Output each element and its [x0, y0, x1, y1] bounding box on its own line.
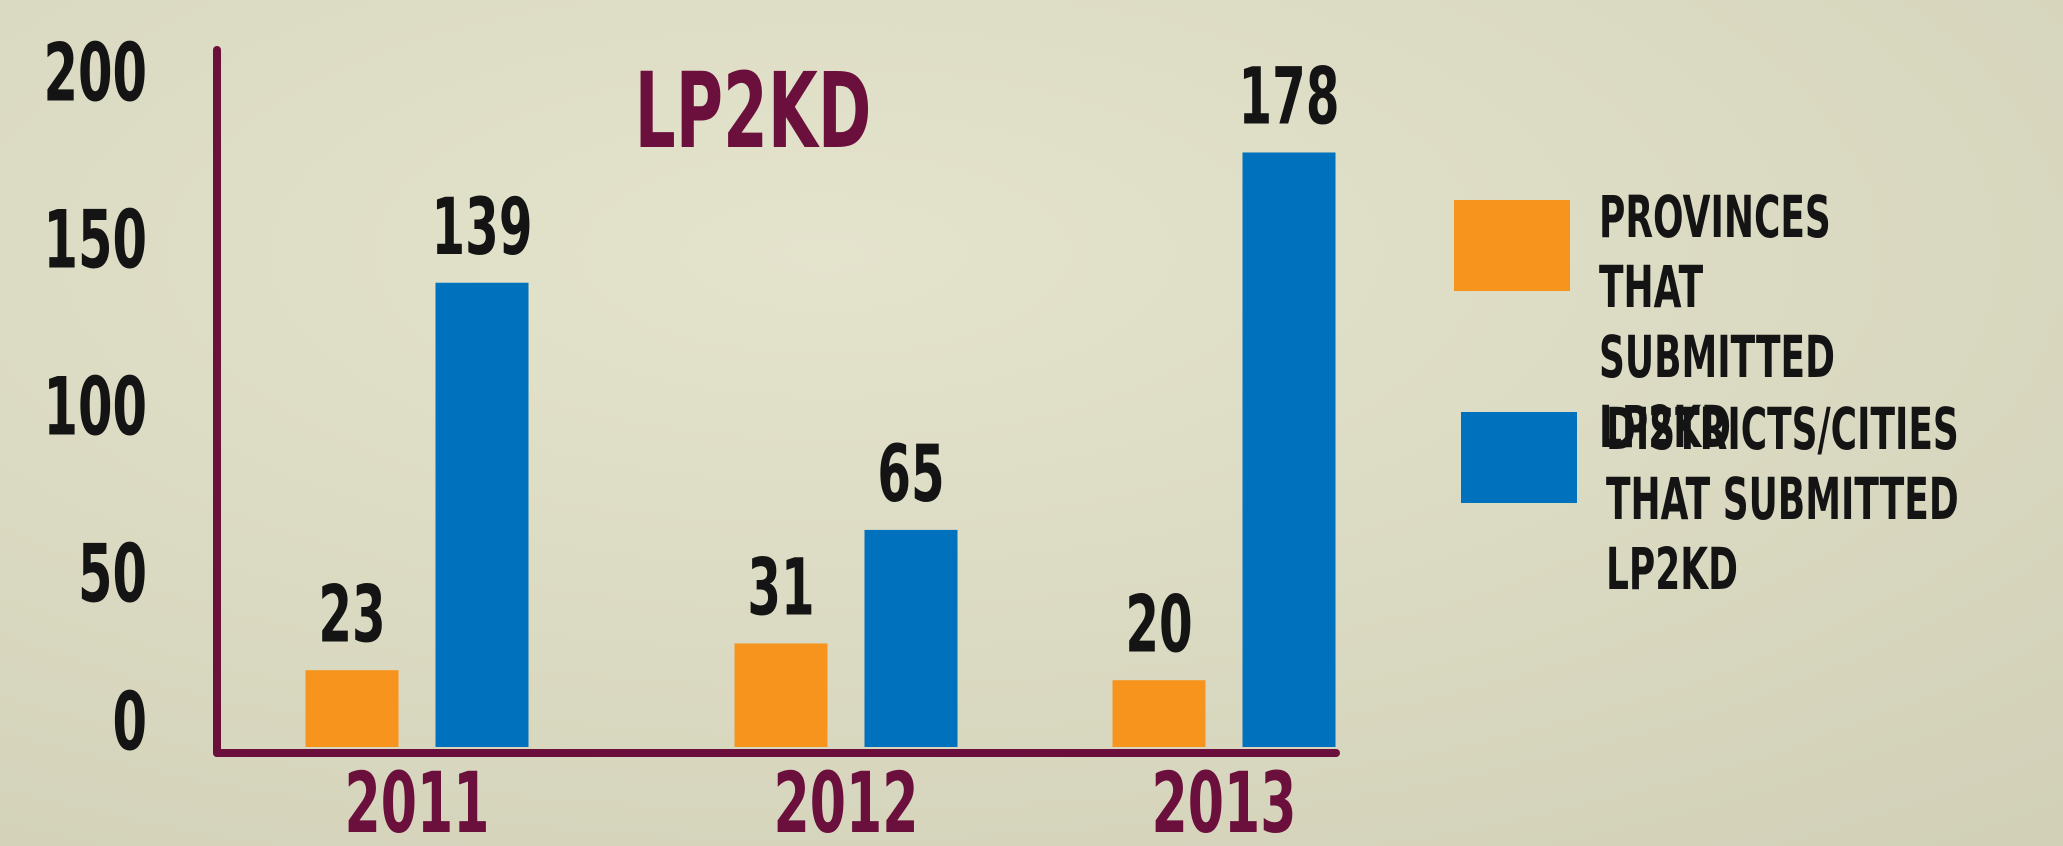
- value-label: 20: [1125, 580, 1192, 670]
- bar: [1112, 680, 1206, 747]
- legend-label: PROVINCES THAT SUBMITTED LP2KD: [1599, 183, 1835, 461]
- value-label: 139: [432, 183, 533, 273]
- y-tick-label: 200: [43, 26, 147, 120]
- x-tick-label: 2012: [774, 755, 919, 846]
- legend-swatch: [1454, 200, 1570, 291]
- y-tick-label: 100: [43, 360, 147, 454]
- value-label: 31: [747, 544, 814, 634]
- bar: [1242, 152, 1336, 748]
- value-label: 65: [877, 430, 944, 520]
- x-tick-label: 2013: [1152, 755, 1297, 846]
- value-label: 23: [318, 570, 385, 660]
- bar: [305, 670, 399, 747]
- legend-swatch: [1461, 412, 1577, 503]
- bar: [734, 643, 828, 747]
- bar: [864, 529, 958, 747]
- y-tick-label: 50: [78, 527, 147, 621]
- y-tick-label: 150: [43, 193, 147, 287]
- x-tick-label: 2011: [345, 755, 490, 846]
- bar: [435, 282, 529, 747]
- legend-label: DISTRICTS/CITIES THAT SUBMITTED LP2KD: [1606, 395, 1959, 603]
- y-tick-label: 0: [112, 675, 147, 769]
- chart-title: LP2KD: [635, 52, 872, 172]
- value-label: 178: [1239, 53, 1340, 143]
